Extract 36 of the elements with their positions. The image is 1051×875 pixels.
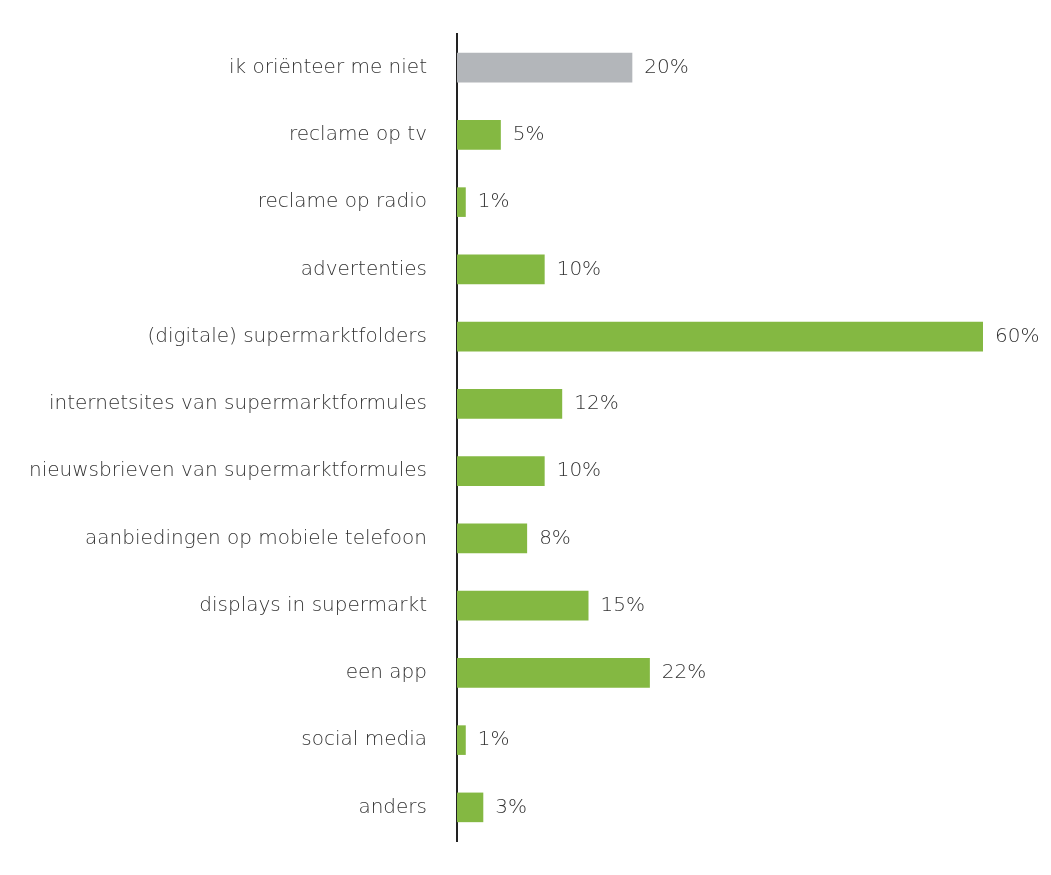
bar: [457, 590, 589, 621]
data-label: 15%: [600, 591, 645, 616]
bar: [457, 52, 633, 83]
y-tick-label: reclame op radio: [257, 188, 427, 213]
data-label: 60%: [995, 322, 1040, 347]
y-tick-label: internetsites van supermarktformules: [48, 390, 427, 415]
bar: [457, 254, 545, 285]
y-tick-label: ik oriënteer me niet: [228, 53, 427, 78]
data-label: 8%: [539, 524, 571, 549]
bar: [457, 187, 466, 217]
data-label: 5%: [512, 121, 545, 146]
bar: [457, 321, 983, 352]
y-tick-label: reclame op tv: [288, 121, 427, 146]
y-tick-label: displays in supermarkt: [199, 591, 427, 616]
bar: [457, 658, 650, 688]
data-label: 1%: [477, 188, 510, 213]
data-label: 3%: [495, 793, 528, 818]
y-tick-label: anders: [358, 793, 427, 818]
y-tick-label: een app: [345, 659, 427, 684]
data-label: 1%: [477, 726, 510, 751]
y-tick-label: nieuwsbrieven van supermarktformules: [28, 457, 427, 482]
bar: [457, 523, 528, 554]
data-label: 10%: [556, 457, 602, 482]
data-label: 20%: [644, 53, 689, 78]
bar: [457, 120, 501, 150]
y-tick-label: aanbiedingen op mobiele telefoon: [85, 524, 427, 549]
bar: [457, 456, 545, 486]
data-label: 10%: [556, 255, 602, 280]
data-label: 22%: [661, 659, 707, 684]
bar: [457, 389, 563, 419]
y-tick-label: social media: [301, 726, 427, 751]
data-label: 12%: [574, 390, 619, 415]
y-tick-label: (digitale) supermarktfolders: [147, 322, 427, 347]
y-tick-label: advertenties: [300, 255, 427, 280]
bar: [457, 792, 484, 823]
bar: [457, 725, 466, 755]
